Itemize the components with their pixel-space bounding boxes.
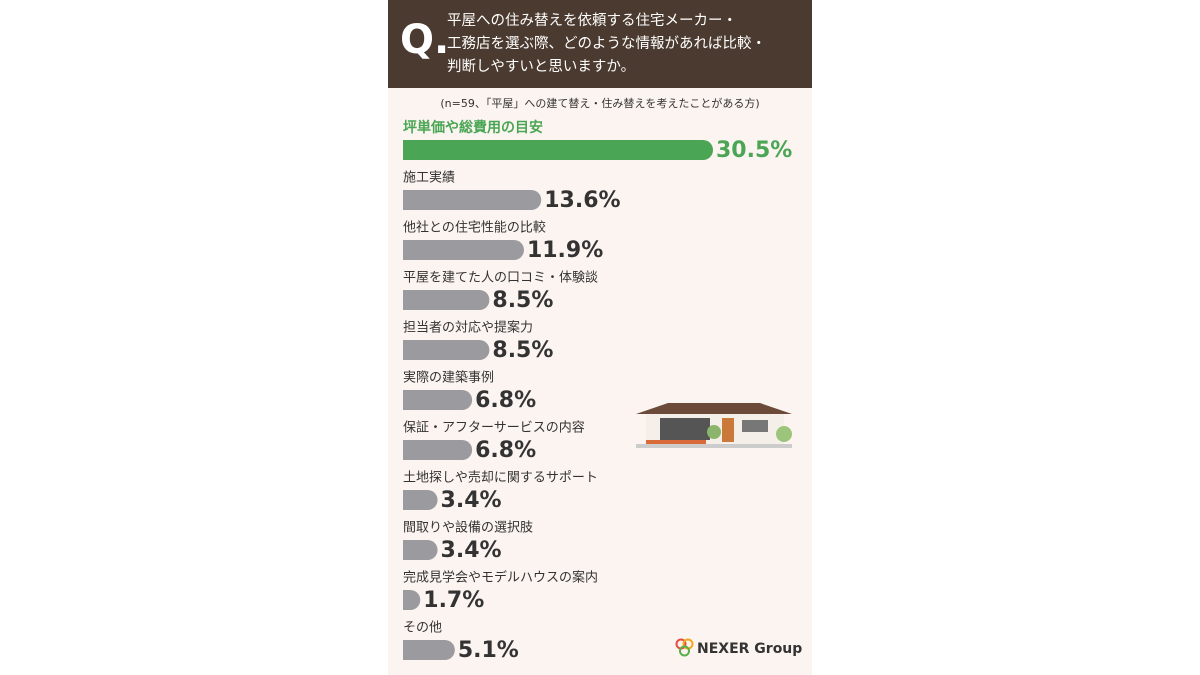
- house-illustration: [636, 403, 792, 448]
- category-label: 坪単価や総費用の目安: [403, 119, 543, 136]
- bar: [403, 290, 490, 310]
- question-line: 工務店を選ぶ際、どのような情報があれば比較・: [447, 34, 766, 52]
- value-label: 6.8%: [475, 388, 536, 413]
- bar: [403, 340, 490, 360]
- category-label: 実際の建築事例: [403, 370, 494, 386]
- bar: [403, 640, 455, 660]
- value-label: 30.5%: [716, 138, 792, 163]
- question-mark: Q.: [400, 17, 449, 63]
- value-label: 1.7%: [423, 588, 484, 613]
- bar: [403, 390, 473, 410]
- value-label: 8.5%: [492, 288, 553, 313]
- category-label: 完成見学会やモデルハウスの案内: [403, 570, 598, 586]
- value-label: 3.4%: [441, 538, 502, 563]
- category-label: その他: [403, 621, 442, 636]
- bar: [403, 590, 421, 610]
- value-label: 11.9%: [527, 238, 603, 263]
- category-label: 間取りや設備の選択肢: [403, 520, 533, 536]
- category-label: 担当者の対応や提案力: [403, 320, 533, 336]
- category-label: 土地探しや売却に関するサポート: [403, 470, 598, 486]
- value-label: 5.1%: [458, 638, 519, 663]
- bar: [403, 140, 713, 160]
- bar: [403, 540, 438, 560]
- bar: [403, 490, 438, 510]
- header: [388, 0, 812, 88]
- value-label: 6.8%: [475, 438, 536, 463]
- category-label: 施工実績: [403, 170, 455, 186]
- bar: [403, 240, 524, 260]
- subtitle: (n=59、「平屋」への建て替え・住み替えを考えたことがある方): [440, 96, 759, 110]
- panel: [388, 0, 812, 675]
- bar: [403, 440, 473, 460]
- value-label: 13.6%: [544, 188, 620, 213]
- category-label: 他社との住宅性能の比較: [403, 220, 546, 236]
- value-label: 3.4%: [441, 488, 502, 513]
- question-line: 判断しやすいと思いますか。: [447, 58, 635, 75]
- logo: NEXER Group: [675, 638, 802, 657]
- logo-text: NEXER Group: [697, 641, 802, 657]
- question-line: 平屋への住み替えを依頼する住宅メーカー・: [447, 12, 737, 29]
- bar: [403, 190, 542, 210]
- value-label: 8.5%: [492, 338, 553, 363]
- category-label: 平屋を建てた人の口コミ・体験談: [403, 270, 598, 286]
- category-label: 保証・アフターサービスの内容: [403, 420, 585, 436]
